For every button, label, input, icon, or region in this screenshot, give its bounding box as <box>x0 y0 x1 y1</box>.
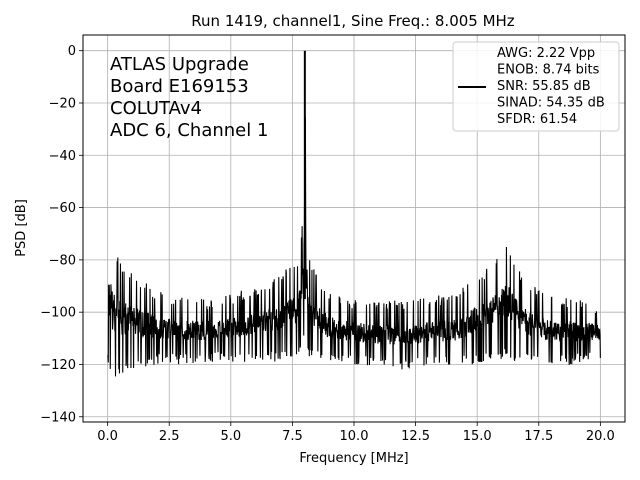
y-tick-label: −20 <box>49 96 76 111</box>
legend-line: SFDR: 61.54 <box>497 112 577 127</box>
x-tick-label: 17.5 <box>524 429 553 444</box>
annotation-line: ATLAS Upgrade <box>110 54 249 75</box>
annotation-line: ADC 6, Channel 1 <box>110 120 268 141</box>
annotation-line: Board E169153 <box>110 76 249 97</box>
legend-line: SNR: 55.85 dB <box>497 79 591 94</box>
y-tick-label: −40 <box>49 149 76 164</box>
x-tick-label: 15.0 <box>463 429 492 444</box>
legend-line: SINAD: 54.35 dB <box>497 96 605 111</box>
y-tick-label: 0 <box>68 44 76 59</box>
x-tick-label: 2.5 <box>159 429 180 444</box>
y-axis-label: PSD [dB] <box>14 199 29 257</box>
annotation-line: COLUTAv4 <box>110 98 202 119</box>
chart-title: Run 1419, channel1, Sine Freq.: 8.005 MH… <box>191 12 515 30</box>
x-tick-label: 0.0 <box>97 429 118 444</box>
legend-box <box>452 41 620 132</box>
y-tick-label: −60 <box>49 201 76 216</box>
x-tick-label: 12.5 <box>401 429 430 444</box>
legend-line: AWG: 2.22 Vpp <box>497 46 595 61</box>
y-tick-label: −80 <box>49 253 76 268</box>
x-tick-label: 20.0 <box>586 429 615 444</box>
legend-line: ENOB: 8.74 bits <box>497 63 600 78</box>
y-tick-label: −100 <box>40 306 76 321</box>
y-tick-label: −140 <box>40 410 76 425</box>
y-axis: 0 −20 −40 −60 −80 −100 −120 −140 <box>40 44 83 425</box>
y-tick-label: −120 <box>40 358 76 373</box>
x-axis-label: Frequency [MHz] <box>299 451 408 466</box>
psd-trace <box>107 117 601 377</box>
x-tick-label: 7.5 <box>282 429 303 444</box>
plot-area <box>107 50 601 377</box>
x-tick-label: 10.0 <box>340 429 369 444</box>
x-tick-label: 5.0 <box>220 429 241 444</box>
x-axis: 0.0 2.5 5.0 7.5 10.0 12.5 15.0 17.5 20.0 <box>97 422 615 444</box>
